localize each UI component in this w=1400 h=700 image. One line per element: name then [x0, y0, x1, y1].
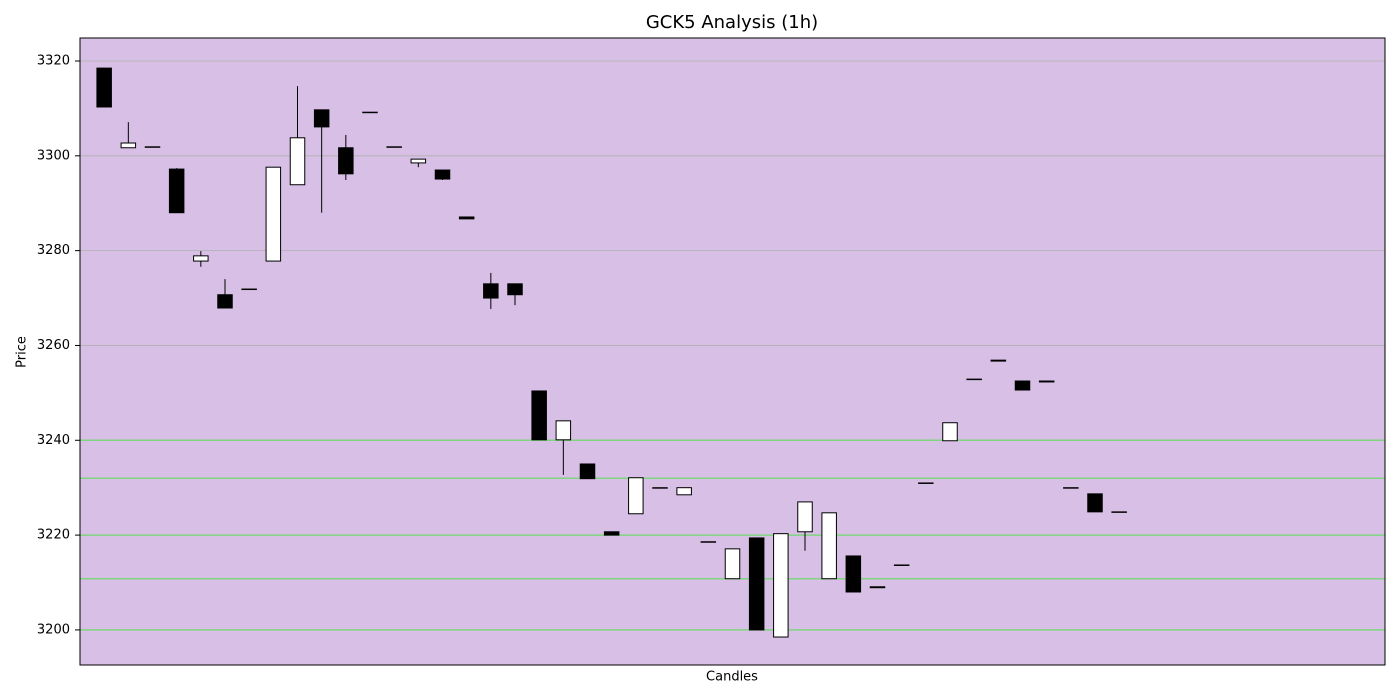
- candle-body: [507, 283, 523, 296]
- y-tick-label: 3320: [37, 53, 70, 68]
- candle-body: [1063, 487, 1079, 489]
- candle-body: [869, 586, 886, 589]
- candle-body: [1087, 493, 1103, 513]
- candle-body: [990, 359, 1007, 362]
- candle-body: [966, 378, 982, 381]
- candle-body: [893, 564, 910, 566]
- candle-body: [217, 294, 233, 309]
- candle-body: [96, 67, 112, 108]
- candle-body: [193, 255, 209, 262]
- candle-body: [531, 390, 547, 441]
- y-tick-label: 3300: [37, 148, 70, 163]
- candle-body: [724, 548, 741, 580]
- x-axis-label: Candles: [706, 670, 758, 685]
- y-tick-label: 3220: [37, 528, 70, 543]
- candle-body: [845, 555, 862, 593]
- y-tick-label: 3240: [37, 433, 70, 448]
- candle-body: [338, 147, 354, 175]
- candle-body: [555, 420, 572, 441]
- candle-body: [313, 109, 330, 128]
- candle-body: [676, 487, 692, 496]
- y-tick-label: 3200: [37, 622, 70, 637]
- candle-body: [1014, 380, 1031, 391]
- candle-body: [120, 142, 137, 149]
- candle-body: [1038, 380, 1055, 383]
- candle-body: [700, 541, 717, 543]
- candle-body: [773, 533, 789, 638]
- candle-body: [362, 111, 378, 114]
- candle-body: [652, 487, 668, 489]
- y-tick-label: 3280: [37, 243, 70, 258]
- candle-body: [144, 146, 161, 148]
- plot-frame: [79, 37, 1386, 666]
- candle-body: [603, 531, 620, 536]
- candle-body: [458, 216, 475, 220]
- chart-title: GCK5 Analysis (1h): [646, 12, 818, 33]
- candle-body: [289, 137, 306, 186]
- candle-body: [434, 169, 451, 180]
- y-tick-label: 3260: [37, 338, 70, 353]
- candle-body: [579, 463, 596, 480]
- candle-body: [918, 482, 934, 484]
- y-axis-label: Price: [15, 336, 30, 368]
- candle-body: [410, 158, 427, 164]
- candle-body: [628, 477, 644, 515]
- candle-body: [797, 501, 813, 533]
- candle-body: [942, 422, 958, 442]
- candle-body: [386, 146, 402, 148]
- candle-body: [168, 168, 185, 214]
- candle-body: [748, 537, 765, 631]
- candle-body: [483, 283, 499, 299]
- candle-body: [821, 512, 837, 580]
- candle-body: [241, 288, 257, 291]
- candle-body: [265, 166, 282, 262]
